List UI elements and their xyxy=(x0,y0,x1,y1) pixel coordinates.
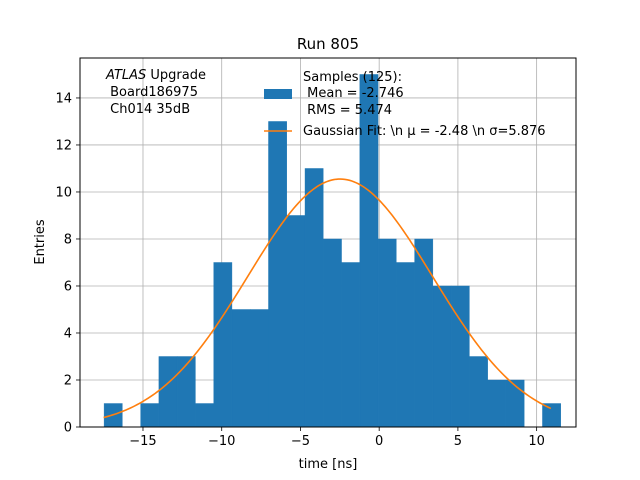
y-tick-label: 8 xyxy=(64,232,72,247)
y-tick-label: 2 xyxy=(64,373,72,388)
x-tick-label: 10 xyxy=(528,434,545,449)
annotation-first-line-rest: Upgrade xyxy=(146,68,206,83)
axis-ticks: −15 −10 −5 0 5 10 0 2 4 6 8 10 12 14 xyxy=(55,91,544,449)
annotation-italic-word: ATLAS xyxy=(105,68,146,83)
annotation-line-2: Board186975 xyxy=(106,85,198,100)
histogram-bar xyxy=(231,309,251,428)
histogram-bar xyxy=(213,262,233,428)
histogram-bar xyxy=(176,356,196,428)
histogram-bar xyxy=(195,403,214,428)
histogram-bar xyxy=(414,238,434,428)
x-tick-label: 5 xyxy=(454,434,462,449)
histogram-bar xyxy=(450,285,470,428)
x-tick-label: −5 xyxy=(291,434,310,449)
histogram-bar xyxy=(250,309,269,428)
y-tick-label: 12 xyxy=(55,138,72,153)
y-tick-label: 6 xyxy=(64,279,72,294)
legend-histogram-line-2: Mean = -2.746 xyxy=(303,86,404,101)
legend-histogram-swatch xyxy=(264,89,292,99)
histogram-bar xyxy=(396,262,415,428)
histogram-bar xyxy=(377,238,397,428)
gaussian-fit-curve xyxy=(103,178,552,419)
legend-fit-label: Gaussian Fit: \n μ = -2.48 \n σ=5.876 xyxy=(303,124,546,139)
histogram-bar xyxy=(487,379,507,428)
histogram-bar xyxy=(542,403,561,428)
y-axis-label: Entries xyxy=(33,219,48,265)
annotation-line-3: Ch014 35dB xyxy=(106,102,190,117)
legend-histogram-line-3: RMS = 5.474 xyxy=(303,103,392,118)
histogram-bar xyxy=(341,262,361,428)
histogram-bar xyxy=(432,285,452,428)
histogram-bar xyxy=(505,379,525,428)
histogram-bar xyxy=(140,403,160,428)
y-tick-label: 14 xyxy=(55,91,72,106)
y-tick-label: 4 xyxy=(64,326,72,341)
histogram-bar xyxy=(286,215,306,428)
annotation-text: ATLAS Upgrade Board186975 Ch014 35dB xyxy=(105,68,206,117)
histogram-bar xyxy=(304,168,324,428)
x-axis-label: time [ns] xyxy=(299,457,358,472)
y-tick-label: 0 xyxy=(64,421,72,436)
histogram-bar xyxy=(323,238,342,428)
y-tick-label: 10 xyxy=(55,185,72,200)
x-tick-label: −15 xyxy=(129,434,156,449)
x-tick-label: −10 xyxy=(208,434,235,449)
axes-frame xyxy=(79,57,577,428)
legend-histogram-line-1: Samples (125): xyxy=(303,70,402,85)
annotation-line-1: ATLAS Upgrade xyxy=(105,68,206,83)
x-tick-label: 0 xyxy=(375,434,383,449)
chart-title: Run 805 xyxy=(297,35,359,53)
legend: Samples (125): Mean = -2.746 RMS = 5.474… xyxy=(264,70,546,139)
histogram-bar xyxy=(158,356,178,428)
histogram-bars xyxy=(103,74,561,428)
histogram-bar xyxy=(268,121,287,428)
histogram-bar xyxy=(469,356,488,428)
